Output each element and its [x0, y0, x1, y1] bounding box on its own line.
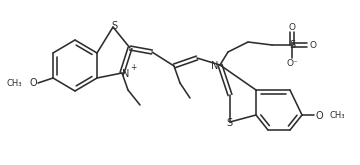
- Text: CH₃: CH₃: [330, 112, 346, 120]
- Text: O: O: [29, 78, 37, 88]
- Text: N: N: [211, 61, 219, 71]
- Text: S: S: [226, 118, 232, 128]
- Text: CH₃: CH₃: [6, 79, 22, 87]
- Text: O: O: [288, 22, 296, 32]
- Text: S: S: [289, 40, 295, 50]
- Text: S: S: [111, 21, 117, 31]
- Text: O: O: [315, 111, 323, 121]
- Text: O⁻: O⁻: [286, 59, 298, 67]
- Text: O: O: [310, 40, 316, 50]
- Text: N: N: [122, 69, 130, 79]
- Text: +: +: [130, 64, 136, 72]
